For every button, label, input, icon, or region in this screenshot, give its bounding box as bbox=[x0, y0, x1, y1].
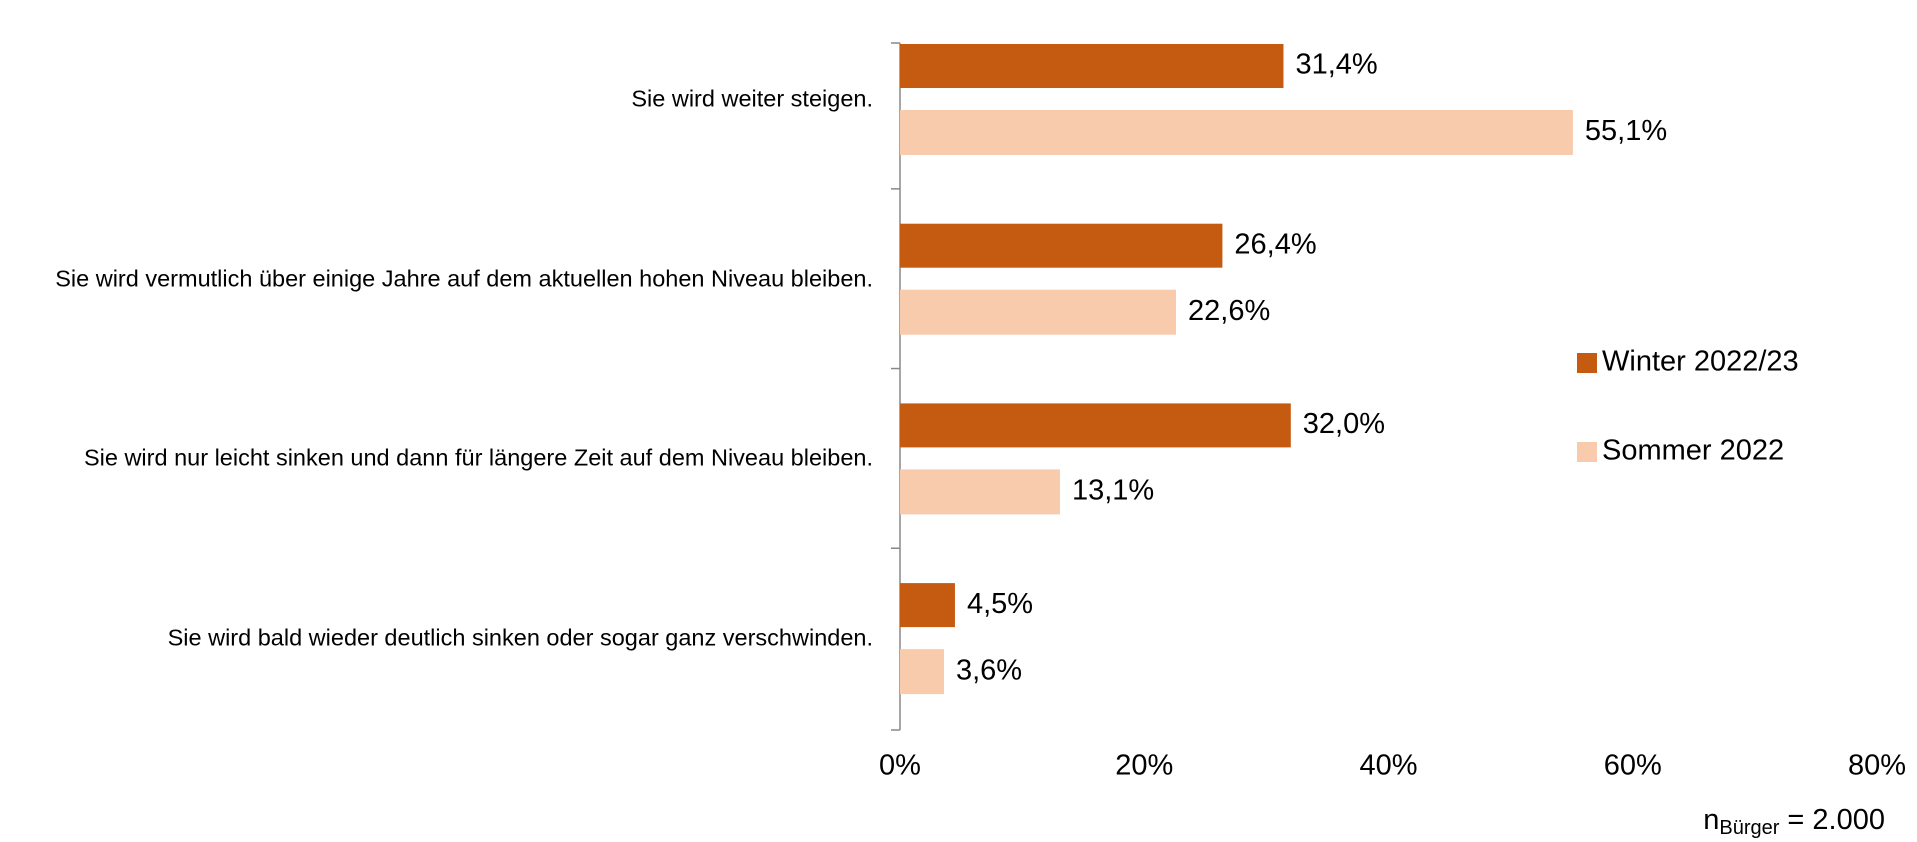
legend-label: Sommer 2022 bbox=[1602, 435, 1784, 467]
value-label: 26,4% bbox=[1234, 228, 1316, 260]
value-label: 31,4% bbox=[1295, 49, 1377, 81]
value-label: 55,1% bbox=[1585, 115, 1667, 147]
category-label: Sie wird weiter steigen. bbox=[631, 85, 873, 112]
x-tick-label: 0% bbox=[879, 750, 921, 782]
bar bbox=[900, 649, 944, 695]
bar bbox=[900, 469, 1060, 515]
bar bbox=[900, 110, 1573, 155]
category-label: Sie wird nur leicht sinken und dann für … bbox=[83, 444, 873, 471]
bar bbox=[900, 583, 955, 628]
legend-swatch bbox=[1577, 353, 1597, 373]
bar bbox=[900, 289, 1177, 335]
value-label: 13,1% bbox=[1072, 475, 1154, 507]
x-tick-label: 80% bbox=[1848, 750, 1906, 782]
value-label: 4,5% bbox=[967, 588, 1033, 620]
bar bbox=[900, 403, 1291, 448]
category-label: Sie wird bald wieder deutlich sinken ode… bbox=[167, 624, 873, 651]
value-label: 3,6% bbox=[956, 654, 1022, 686]
category-label: Sie wird vermutlich über einige Jahre au… bbox=[55, 265, 873, 292]
bar bbox=[900, 223, 1223, 268]
sample-note: nBürger = 2.000 bbox=[1703, 804, 1885, 840]
legend-label: Winter 2022/23 bbox=[1602, 346, 1799, 378]
x-tick-label: 20% bbox=[1115, 750, 1173, 782]
x-tick-label: 40% bbox=[1359, 750, 1417, 782]
legend-swatch bbox=[1577, 442, 1597, 462]
value-label: 32,0% bbox=[1303, 408, 1385, 440]
bar bbox=[900, 44, 1284, 88]
x-tick-label: 60% bbox=[1604, 750, 1662, 782]
value-label: 22,6% bbox=[1188, 295, 1270, 327]
